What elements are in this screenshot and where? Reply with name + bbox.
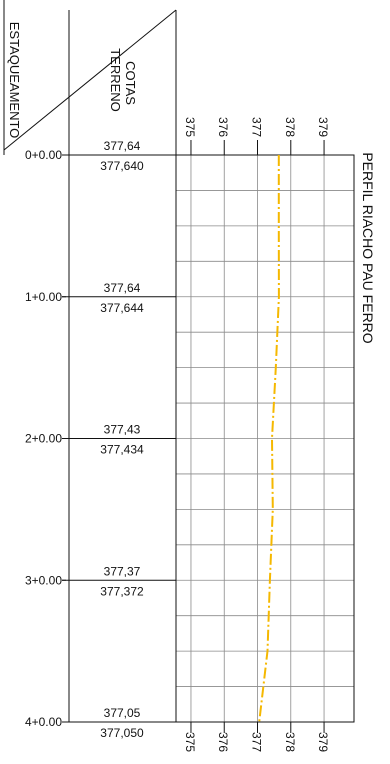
header-block: ESTAQUEAMENTO COTAS TERRENO — [3, 0, 177, 155]
profile-grid — [176, 155, 354, 722]
station-label: 2+0.00 — [25, 432, 62, 446]
station-label: 4+0.00 — [25, 715, 62, 729]
station-elevation-lower: 377,050 — [100, 726, 144, 740]
station-label: 1+0.00 — [25, 290, 62, 304]
axis-tick-label-bottom: 377 — [250, 732, 264, 752]
ground-elevation-header-line1: COTAS — [123, 61, 138, 105]
station-elevation-lower: 377,434 — [100, 443, 144, 457]
header-diagonal — [3, 9, 177, 151]
station-elevation-upper: 377,64 — [104, 139, 141, 153]
axis-tick-label-top: 375 — [183, 117, 197, 137]
stationing-header: ESTAQUEAMENTO — [7, 22, 22, 139]
elevation-axis-top: 375 376 377 378 379 — [183, 117, 330, 155]
station-elevation-lower: 377,644 — [100, 301, 144, 315]
station-label: 0+0.00 — [25, 148, 62, 162]
axis-tick-label-bottom: 376 — [216, 732, 230, 752]
station-label: 3+0.00 — [25, 573, 62, 587]
axis-tick-label-bottom: 378 — [283, 732, 297, 752]
axis-tick-label-bottom: 379 — [316, 732, 330, 752]
axis-tick-label-top: 378 — [283, 117, 297, 137]
station-elevation-lower: 377,372 — [100, 584, 144, 598]
station-elevation-upper: 377,64 — [104, 281, 141, 295]
axis-tick-label-top: 377 — [250, 117, 264, 137]
axis-tick-label-top: 376 — [216, 117, 230, 137]
station-rows: 0+0.00 377,64 377,640 1+0.00 377,64 377,644 2+… — [25, 139, 176, 740]
station-elevation-upper: 377,43 — [104, 423, 141, 437]
axis-tick-label-bottom: 375 — [183, 732, 197, 752]
ground-elevation-header-line2: TERRENO — [108, 48, 123, 112]
profile-title: PERFIL RIACHO PAU FERRO — [360, 152, 376, 343]
station-elevation-upper: 377,05 — [104, 706, 141, 720]
elevation-axis-bottom: 375 376 377 378 379 — [183, 722, 330, 752]
station-elevation-upper: 377,37 — [104, 564, 141, 578]
axis-tick-label-top: 379 — [316, 117, 330, 137]
station-elevation-lower: 377,640 — [100, 159, 144, 173]
